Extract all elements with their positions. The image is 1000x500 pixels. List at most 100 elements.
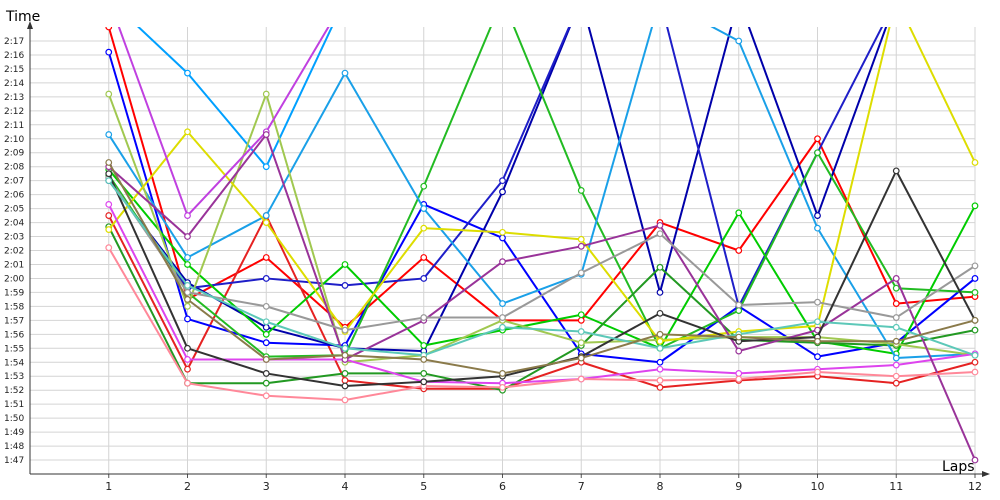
data-point [577,354,585,362]
data-point [420,254,428,261]
data-point [735,307,743,314]
data-point [814,135,821,143]
y-axis-arrow [27,21,33,29]
series-path [107,203,976,385]
data-point [184,344,191,352]
data-point [499,314,506,321]
data-point [105,201,113,208]
series-path [107,27,976,358]
y-tick-label: 2:08 [4,163,24,173]
data-point [499,188,506,196]
y-tick-label: 1:53 [4,372,24,382]
data-point [184,295,191,303]
data-point [892,354,900,362]
y-tick-label: 2:17 [4,37,24,47]
data-point [105,27,113,31]
data-point [656,309,664,317]
data-point [105,212,113,219]
data-point [262,323,270,331]
data-point [262,219,270,226]
y-tick-label: 1:58 [4,302,24,312]
data-point [184,379,191,387]
data-point [262,370,270,377]
data-point [341,326,349,334]
data-point [656,377,664,384]
x-tick-label: 7 [578,480,585,493]
data-point [262,254,270,261]
data-point [577,235,585,243]
y-tick-label: 1:59 [4,288,24,298]
data-point [971,368,979,376]
series-line [105,27,979,331]
y-tick-label: 2:12 [4,107,24,117]
data-point [262,212,270,219]
data-point [892,300,900,307]
data-point [184,365,191,373]
series-path [108,133,976,461]
data-point [420,356,428,363]
x-tick-label: 4 [342,480,349,493]
series-path [107,27,976,343]
data-point [735,301,743,309]
data-point [814,298,821,306]
series-path [107,177,976,332]
y-tick-labels: 1:47 1:48 1:49 1:50 1:51 1:52 1:53 1:54 1:55 1:56… [4,37,24,466]
data-point [184,302,191,310]
data-point [892,314,900,321]
series-path [107,161,976,375]
data-point [814,224,821,232]
data-point [105,48,113,56]
data-point [341,344,349,352]
x-tick-label: 8 [657,480,664,493]
data-point [105,177,113,185]
data-point [420,314,428,321]
y-tick-label: 1:52 [4,386,24,396]
y-tick-label: 1:55 [4,344,24,354]
y-tick-label: 1:49 [4,428,24,438]
data-point [184,233,191,240]
data-point [577,269,585,277]
data-point [184,254,191,261]
data-point [577,339,585,347]
data-point [892,372,900,380]
data-point [184,356,191,363]
data-point [105,170,113,178]
y-tick-label: 2:03 [4,233,24,243]
y-tick-label: 1:47 [4,456,24,466]
data-point [420,370,428,377]
x-tick-label: 11 [889,480,903,493]
data-point [735,347,743,355]
data-point [814,337,821,345]
y-tick-label: 2:09 [4,149,24,159]
x-tick-label: 5 [420,480,427,493]
series-path [107,180,976,357]
data-point [341,382,349,390]
data-point [105,90,113,98]
data-point [892,167,900,175]
series-line [105,27,884,310]
data-point [262,90,270,98]
data-point [892,337,900,345]
data-point [341,377,349,384]
data-point [420,378,428,386]
y-tick-label: 2:07 [4,177,24,187]
data-point [814,149,821,157]
series-lines [105,27,979,464]
data-point [262,379,270,387]
x-tick-labels: 1 2 3 4 5 6 7 8 9 10 11 12 [105,480,982,493]
data-point [735,370,743,377]
y-tick-label: 2:10 [4,135,24,145]
data-point [656,221,664,229]
data-point [971,316,979,324]
data-point [499,370,506,377]
series-line [105,166,979,358]
data-point [656,358,664,366]
data-point [814,212,821,219]
data-point [971,351,979,359]
data-point [971,262,979,270]
data-point [735,333,743,341]
data-point [420,182,428,190]
x-tick-label: 1 [105,480,112,493]
y-tick-label: 2:13 [4,93,24,103]
data-point [184,282,191,289]
